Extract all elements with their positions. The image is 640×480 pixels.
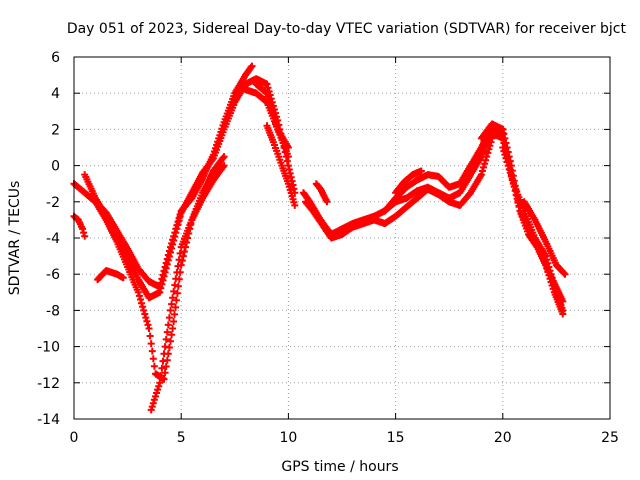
point-markers [70,62,256,291]
series-track-17 [499,144,567,314]
series-track-2 [81,75,299,302]
point-markers [499,144,567,314]
y-tick-label: -4 [46,231,60,247]
series-track-11 [302,134,496,242]
point-markers [147,162,228,414]
series-track-6 [94,267,127,284]
axis-ticks: 0 5 10 15 20 25 -14 -12 -10 -8 -6 -4 -2 0 2 4 6 [37,50,619,446]
point-markers [312,180,331,206]
x-tick-label: 5 [177,430,186,446]
x-tick-label: 0 [70,430,79,446]
chart-title: Day 051 of 2023, Sidereal Day-to-day VTE… [67,21,627,37]
x-tick-label: 20 [494,430,512,446]
point-markers [94,267,127,284]
y-tick-label: -8 [46,303,60,319]
series-track-5 [70,212,89,240]
point-markers [252,80,292,161]
y-tick-label: 4 [51,86,60,102]
y-tick-label: 2 [51,122,60,138]
point-markers [392,167,425,197]
series-track-8 [252,80,292,161]
y-tick-label: -10 [37,340,60,356]
x-axis-label: GPS time / hours [281,459,398,475]
x-tick-label: 25 [601,430,619,446]
y-tick-label: -2 [46,195,60,211]
data-series [70,62,569,414]
y-tick-label: -12 [37,376,60,392]
point-markers [263,122,299,209]
series-track-4 [147,162,228,414]
point-markers [81,75,299,302]
y-tick-label: -6 [46,267,60,283]
y-tick-label: 6 [51,50,60,66]
series-track-18 [520,198,569,278]
series-track-9 [263,122,299,209]
point-markers [70,212,89,240]
y-tick-label: -14 [37,412,60,428]
series-track-1 [70,62,256,291]
x-tick-label: 10 [279,430,297,446]
y-tick-label: 0 [51,159,60,175]
x-tick-label: 15 [387,430,405,446]
series-track-14 [392,167,425,197]
point-markers [520,198,569,278]
point-markers [302,134,496,242]
series-track-12 [312,180,331,206]
grid-lines [74,57,610,419]
y-axis-label: SDTVAR / TECUs [7,181,23,296]
